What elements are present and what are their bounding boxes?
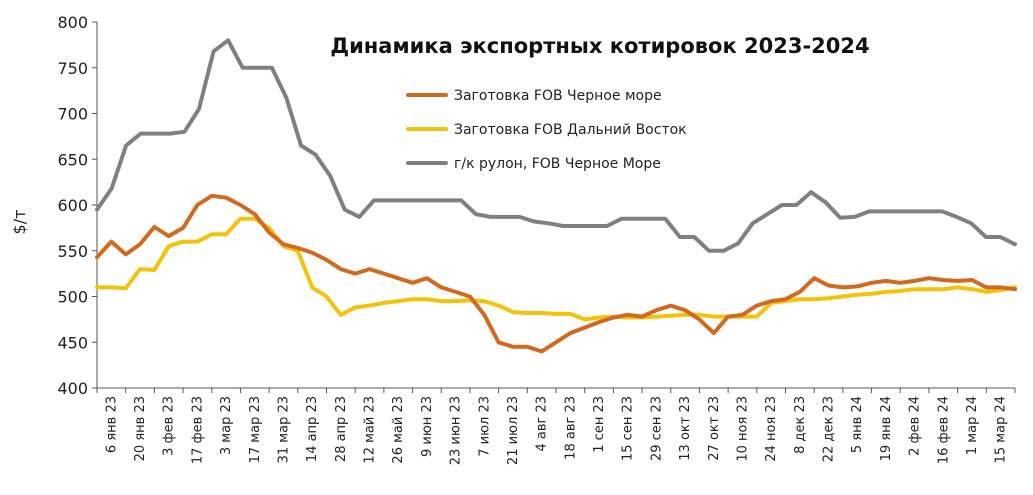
x-tick-label: 1 сен 23 xyxy=(592,396,607,453)
y-tick-label: 750 xyxy=(57,59,88,78)
x-tick-label: 6 янв 23 xyxy=(104,396,119,453)
series-line-0 xyxy=(95,193,1017,354)
y-tick-label: 400 xyxy=(57,379,88,398)
x-tick-label: 2 фев 24 xyxy=(908,396,923,456)
legend-label-2: г/к рулон, FOB Черное Море xyxy=(454,156,661,172)
x-tick-label: 15 мар 24 xyxy=(994,396,1009,463)
x-tick-label: 9 июн 23 xyxy=(420,396,435,457)
x-tick-label: 20 янв 23 xyxy=(133,396,148,461)
x-tick-label: 12 май 23 xyxy=(363,396,378,464)
x-tick-label: 7 июл 23 xyxy=(477,396,492,457)
y-axis: 400 450 500 550 600 650 700 750 800 xyxy=(57,13,98,398)
x-tick-label: 3 мар 23 xyxy=(219,396,234,455)
legend-label-1: Заготовка FOB Дальний Восток xyxy=(454,122,687,138)
x-axis: 6 янв 23 20 янв 23 3 фев 23 17 фев 23 3 мар … xyxy=(96,387,1016,465)
x-tick-label: 29 сен 23 xyxy=(649,396,664,461)
series-layer xyxy=(95,38,1017,354)
y-tick-label: 650 xyxy=(57,150,88,169)
series-line-2 xyxy=(95,38,1017,253)
series-line-1 xyxy=(95,216,1017,322)
x-tick-label: 27 окт 23 xyxy=(707,396,722,461)
y-tick-label: 600 xyxy=(57,196,88,215)
y-tick-label: 700 xyxy=(57,105,88,124)
x-tick-label: 16 фев 24 xyxy=(936,396,951,464)
legend: Заготовка FOB Черное море Заготовка FOB Д… xyxy=(406,88,687,172)
y-axis-label: $/т xyxy=(10,210,29,235)
x-tick-label: 8 дек 23 xyxy=(793,396,808,454)
x-tick-label: 19 янв 24 xyxy=(879,396,894,461)
x-tick-label: 28 апр 23 xyxy=(334,396,349,462)
x-tick-label: 3 фев 23 xyxy=(162,396,177,456)
x-tick-label: 21 июл 23 xyxy=(506,396,521,465)
x-tick-label: 1 мар 24 xyxy=(965,396,980,455)
x-tick-label: 17 мар 23 xyxy=(248,396,263,463)
x-tick-label: 31 мар 23 xyxy=(276,396,291,463)
y-tick-label: 550 xyxy=(57,242,88,261)
x-tick-label: 14 апр 23 xyxy=(305,396,320,462)
x-tick-label: 4 авг 23 xyxy=(535,396,550,452)
x-tick-label: 15 сен 23 xyxy=(621,396,636,461)
legend-label-0: Заготовка FOB Черное море xyxy=(454,88,662,104)
x-tick-label: 23 июн 23 xyxy=(449,396,464,465)
y-tick-label: 500 xyxy=(57,288,88,307)
y-tick-label: 800 xyxy=(57,13,88,32)
x-tick-label: 13 окт 23 xyxy=(678,396,693,461)
y-tick-label: 450 xyxy=(57,333,88,352)
x-tick-label: 24 ноя 23 xyxy=(764,396,779,462)
chart-title: Динамика экспортных котировок 2023-2024 xyxy=(330,34,869,58)
x-tick-label: 18 авг 23 xyxy=(563,396,578,460)
x-tick-label: 22 дек 23 xyxy=(822,396,837,462)
x-tick-label: 17 фев 23 xyxy=(190,396,205,464)
x-tick-label: 10 ноя 23 xyxy=(735,396,750,462)
x-tick-label: 5 янв 24 xyxy=(850,396,865,453)
x-tick-label: 26 май 23 xyxy=(391,396,406,464)
